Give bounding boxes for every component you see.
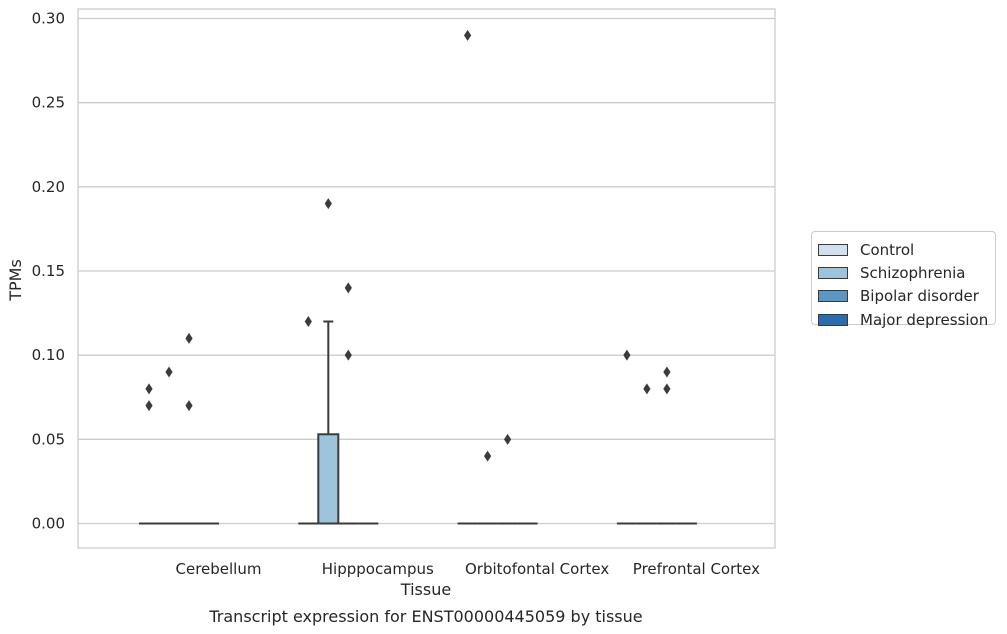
box-group bbox=[317, 198, 340, 525]
y-tick-label: 0.15 bbox=[32, 262, 65, 280]
y-axis-label: TPMs bbox=[6, 259, 25, 302]
outlier-point bbox=[643, 383, 651, 395]
y-tick-label: 0.25 bbox=[32, 94, 65, 112]
outlier-point bbox=[663, 366, 671, 378]
y-tick-label: 0.00 bbox=[32, 515, 65, 533]
legend-swatch-control bbox=[818, 243, 848, 256]
outlier-point bbox=[145, 383, 153, 395]
x-tick-label: Cerebellum bbox=[176, 560, 262, 578]
plot-frame bbox=[77, 8, 776, 549]
outlier-point bbox=[623, 349, 631, 361]
y-tick-labels: 0.00 0.05 0.10 0.15 0.20 0.25 0.30 bbox=[32, 10, 65, 533]
legend-swatch-schizophrenia bbox=[818, 266, 848, 279]
x-tick-label: Hipppocampus bbox=[322, 560, 434, 578]
outlier-point bbox=[145, 400, 153, 412]
plot-background bbox=[78, 9, 775, 548]
box-group bbox=[139, 383, 159, 525]
box-group bbox=[656, 366, 677, 525]
y-tick-label: 0.20 bbox=[32, 178, 65, 196]
outlier-point bbox=[304, 316, 312, 327]
outlier-point bbox=[504, 433, 512, 445]
legend-label-major-depression: Major depression bbox=[860, 310, 989, 329]
legend-item-schizophrenia: Schizophrenia bbox=[818, 261, 995, 284]
legend-item-control: Control bbox=[818, 238, 995, 261]
legend-swatch-bipolar-disorder bbox=[818, 290, 848, 303]
x-tick-label: Prefrontal Cortex bbox=[633, 560, 760, 578]
legend-item-major-depression: Major depression bbox=[818, 308, 995, 331]
outlier-point bbox=[185, 332, 193, 344]
outlier-point bbox=[344, 349, 352, 361]
outlier-point bbox=[185, 400, 193, 412]
x-tick-label: Orbitofontal Cortex bbox=[465, 560, 609, 578]
x-tick-labels: Cerebellum Hipppocampus Orbitofontal Corte… bbox=[176, 560, 761, 578]
legend-swatch-major-depression bbox=[818, 313, 848, 326]
y-tick-label: 0.05 bbox=[32, 430, 65, 448]
outlier-point bbox=[484, 450, 492, 462]
chart-title: Transcript expression for ENST0000044505… bbox=[208, 607, 642, 626]
box-group bbox=[179, 332, 199, 525]
box-group bbox=[477, 450, 498, 525]
outlier-point bbox=[324, 198, 332, 210]
box-group bbox=[636, 383, 657, 525]
box-group bbox=[298, 316, 319, 525]
x-axis-label: Tissue bbox=[400, 580, 451, 599]
legend: Control Schizophrenia Bipolar disorder M… bbox=[811, 231, 996, 329]
y-tick-label: 0.30 bbox=[32, 10, 65, 28]
outlier-point bbox=[663, 383, 671, 395]
outlier-point bbox=[165, 366, 173, 378]
box-group bbox=[616, 349, 637, 525]
legend-label-schizophrenia: Schizophrenia bbox=[860, 263, 966, 282]
legend-label-control: Control bbox=[860, 240, 915, 259]
outlier-point bbox=[344, 282, 352, 294]
legend-label-bipolar-disorder: Bipolar disorder bbox=[860, 287, 979, 306]
box-group bbox=[457, 29, 478, 525]
box-group bbox=[497, 433, 518, 525]
outlier-point bbox=[464, 29, 472, 41]
box bbox=[317, 433, 340, 525]
legend-item-bipolar-disorder: Bipolar disorder bbox=[818, 285, 995, 308]
y-tick-label: 0.10 bbox=[32, 346, 65, 364]
box-group bbox=[159, 366, 179, 525]
box-group bbox=[338, 282, 359, 525]
box-marks bbox=[139, 29, 697, 525]
